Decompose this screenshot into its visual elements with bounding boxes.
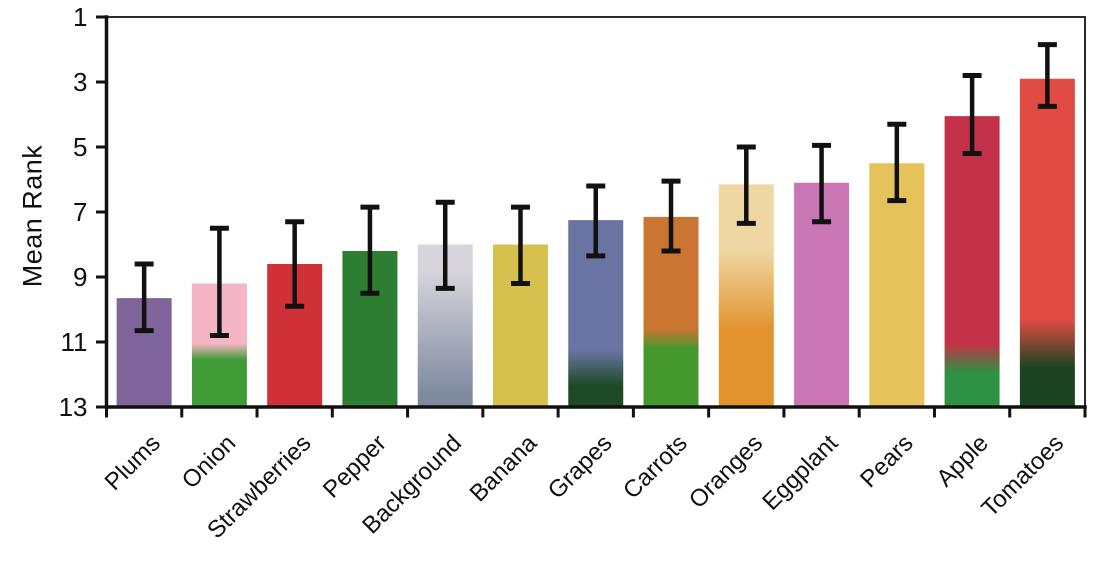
x-label-plums: Plums — [100, 430, 166, 496]
x-label-oranges: Oranges — [684, 430, 768, 514]
x-label-apple: Apple — [931, 430, 994, 493]
x-label-banana: Banana — [465, 429, 543, 507]
error-bar-banana — [510, 204, 530, 286]
error-bar-eggplant — [812, 142, 832, 225]
error-bar-grapes — [586, 183, 606, 259]
x-label-pepper: Pepper — [318, 430, 392, 504]
y-tick-label-11: 11 — [61, 327, 88, 357]
error-bars-group — [134, 42, 1057, 338]
error-bar-tomatoes — [1037, 42, 1057, 109]
x-label-onion: Onion — [177, 430, 241, 494]
error-bar-strawberries — [285, 219, 305, 309]
x-label-tomatoes: Tomatoes — [976, 430, 1069, 523]
error-bar-apple — [962, 73, 982, 156]
bar-apple — [944, 116, 1000, 407]
x-label-eggplant: Eggplant — [757, 429, 843, 515]
bar-pears — [869, 163, 925, 407]
x-label-carrots: Carrots — [618, 430, 693, 505]
error-bar-background — [435, 199, 455, 291]
error-bar-oranges — [736, 144, 756, 226]
y-tick-label-13: 13 — [59, 392, 88, 422]
bar-tomatoes — [1019, 78, 1075, 407]
y-axis-title: Mean Rank — [17, 144, 48, 288]
y-tick-label-3: 3 — [73, 67, 87, 97]
x-label-grapes: Grapes — [543, 430, 618, 505]
y-tick-label-5: 5 — [73, 132, 87, 162]
y-tick-label-9: 9 — [73, 262, 87, 292]
error-bar-onion — [209, 225, 229, 338]
error-bar-pears — [887, 121, 907, 204]
x-label-pears: Pears — [855, 430, 918, 493]
y-tick-label-7: 7 — [73, 197, 87, 227]
y-tick-label-1: 1 — [73, 2, 87, 32]
error-bar-carrots — [661, 178, 681, 254]
error-bar-pepper — [360, 204, 380, 296]
bars-group — [116, 78, 1075, 407]
error-bar-plums — [134, 261, 154, 334]
